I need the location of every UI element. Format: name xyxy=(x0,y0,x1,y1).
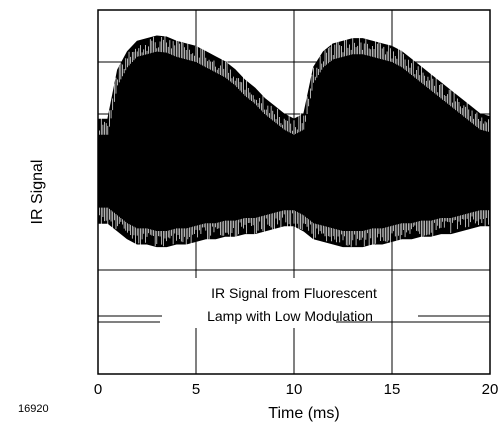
x-tick-label: 15 xyxy=(384,381,401,398)
plot-frame xyxy=(97,9,491,375)
annotation-line-1: IR Signal from Fluorescent xyxy=(211,285,377,301)
x-tick-label: 5 xyxy=(192,381,200,398)
y-axis-label: IR Signal xyxy=(29,160,46,225)
annotation-box xyxy=(160,278,336,328)
annotation-line-2: Lamp with Low Modulation xyxy=(207,308,373,324)
x-tick-label: 0 xyxy=(94,381,102,398)
x-axis-label: Time (ms) xyxy=(268,405,339,422)
x-tick-label: 10 xyxy=(286,381,303,398)
x-axis-ticks: 0 5 10 15 20 xyxy=(94,381,499,398)
annotation: IR Signal from Fluorescent Lamp with Low… xyxy=(98,285,490,324)
figure-id: 16920 xyxy=(18,403,49,415)
x-tick-label: 20 xyxy=(482,381,499,398)
